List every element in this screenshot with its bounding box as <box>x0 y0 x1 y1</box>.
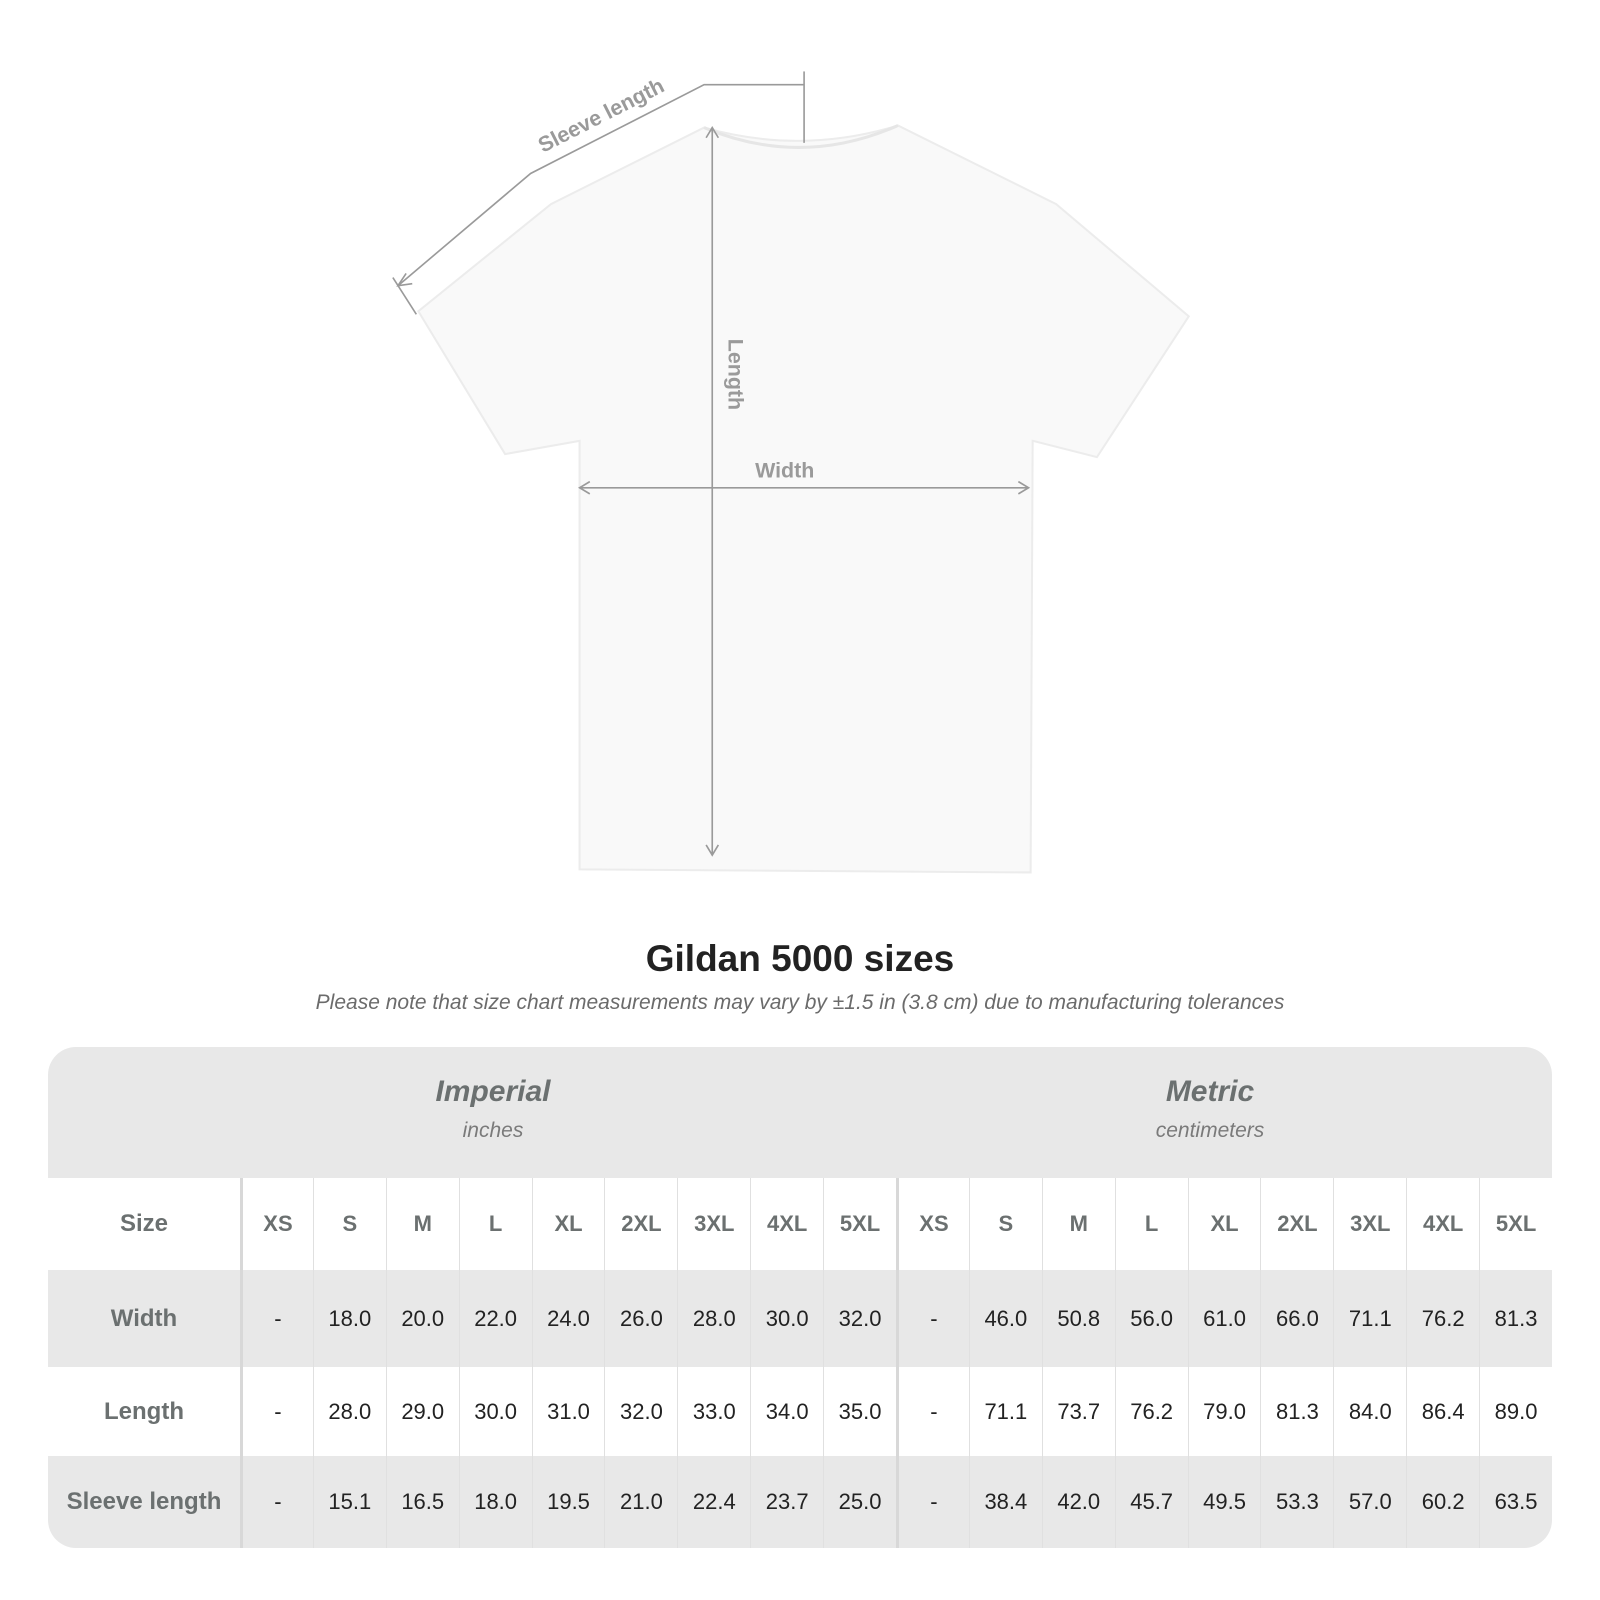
value-cell: 57.0 <box>1333 1456 1406 1548</box>
value-cell: 28.0 <box>677 1270 750 1367</box>
size-header-cell: 2XL <box>604 1178 677 1270</box>
value-cell: - <box>896 1456 969 1548</box>
value-cell: 46.0 <box>968 1270 1042 1367</box>
size-header-cell: 2XL <box>1260 1178 1333 1270</box>
value-cell: 20.0 <box>385 1270 459 1367</box>
size-header-cell: 4XL <box>1406 1178 1479 1270</box>
tshirt-shape <box>417 124 1191 874</box>
size-table: Imperial inches Metric centimeters Size X… <box>48 1047 1552 1548</box>
value-cell: 63.5 <box>1479 1456 1552 1548</box>
metric-title: Metric <box>1165 1075 1255 1108</box>
value-cell: 35.0 <box>823 1367 896 1456</box>
size-header-cell: L <box>1114 1178 1188 1270</box>
value-cell: 33.0 <box>677 1367 750 1456</box>
row-label: Sleeve length <box>66 1488 222 1515</box>
value-cell: 60.2 <box>1406 1456 1479 1548</box>
size-header-cell: XS <box>240 1178 313 1270</box>
value-cell: 16.5 <box>385 1456 459 1548</box>
size-header-cell: S <box>312 1178 386 1270</box>
value-cell: 71.1 <box>968 1367 1042 1456</box>
value-cell: 38.4 <box>968 1456 1042 1548</box>
size-header-cell: M <box>385 1178 459 1270</box>
value-cell: 23.7 <box>750 1456 823 1548</box>
value-cell: 86.4 <box>1406 1367 1479 1456</box>
value-cell: 89.0 <box>1479 1367 1552 1456</box>
value-cell: 26.0 <box>604 1270 677 1367</box>
value-cell: 73.7 <box>1041 1367 1115 1456</box>
row-label: Size <box>119 1210 169 1237</box>
value-cell: 21.0 <box>604 1456 677 1548</box>
value-cell: - <box>240 1456 313 1548</box>
value-cell: 49.5 <box>1187 1456 1261 1548</box>
value-cell: 50.8 <box>1041 1270 1115 1367</box>
value-cell: 66.0 <box>1260 1270 1333 1367</box>
tolerance-note: Please note that size chart measurements… <box>315 991 1285 1014</box>
table-row: Width -18.0 20.0 22.0 24.0 26.0 28.0 30.0 32.0-4… <box>48 1270 1552 1367</box>
value-cell: 81.3 <box>1260 1367 1333 1456</box>
length-label: Length <box>724 339 748 410</box>
value-cell: 29.0 <box>385 1367 459 1456</box>
value-cell: 25.0 <box>823 1456 896 1548</box>
value-cell: 76.2 <box>1114 1367 1188 1456</box>
page-title: Gildan 5000 sizes <box>645 938 955 979</box>
table-row: Length -28.0 29.0 30.0 31.0 32.0 33.0 34.0 35.0-… <box>48 1367 1552 1456</box>
value-cell: - <box>896 1270 969 1367</box>
value-cell: 15.1 <box>312 1456 386 1548</box>
value-cell: 79.0 <box>1187 1367 1261 1456</box>
value-cell: 42.0 <box>1041 1456 1115 1548</box>
width-label: Width <box>755 459 814 483</box>
value-cell: 71.1 <box>1333 1270 1406 1367</box>
metric-unit: centimeters <box>1155 1119 1265 1142</box>
sleeve-label: Sleeve length <box>534 73 668 157</box>
size-header-cell: 5XL <box>823 1178 896 1270</box>
metric-header: Metric centimeters <box>910 1075 1510 1143</box>
size-header-cell: M <box>1041 1178 1115 1270</box>
value-cell: 19.5 <box>531 1456 605 1548</box>
value-cell: 32.0 <box>823 1270 896 1367</box>
value-cell: - <box>896 1367 969 1456</box>
value-cell: 56.0 <box>1114 1270 1188 1367</box>
value-cell: 32.0 <box>604 1367 677 1456</box>
size-header-cell: XS <box>896 1178 969 1270</box>
value-cell: - <box>240 1270 313 1367</box>
row-label: Width <box>110 1304 178 1332</box>
value-cell: 30.0 <box>750 1270 823 1367</box>
size-header-row: Size XS S M L XL 2XL 3XL 4XL 5XL XS S M L XL 2XL 3XL 4XL 5… <box>48 1178 1552 1270</box>
size-header-cell: 3XL <box>1333 1178 1406 1270</box>
size-header-cell: XL <box>1187 1178 1261 1270</box>
size-header-cell: L <box>458 1178 532 1270</box>
value-cell: 22.4 <box>677 1456 750 1548</box>
value-cell: 18.0 <box>312 1270 386 1367</box>
imperial-unit: inches <box>462 1119 524 1142</box>
size-header-cell: S <box>968 1178 1042 1270</box>
value-cell: - <box>240 1367 313 1456</box>
value-cell: 18.0 <box>458 1456 532 1548</box>
value-cell: 31.0 <box>531 1367 605 1456</box>
imperial-header: Imperial inches <box>193 1075 793 1143</box>
value-cell: 34.0 <box>750 1367 823 1456</box>
imperial-title: Imperial <box>435 1075 551 1108</box>
tshirt-diagram: Sleeve length Length Width <box>392 71 1191 874</box>
size-header-cell: 4XL <box>750 1178 823 1270</box>
value-cell: 53.3 <box>1260 1456 1333 1548</box>
table-row: Sleeve length -15.1 16.5 18.0 19.5 21.0 22.4 23… <box>48 1456 1552 1548</box>
value-cell: 76.2 <box>1406 1270 1479 1367</box>
size-header-cell: XL <box>531 1178 605 1270</box>
sleeve-measure-line <box>397 83 805 287</box>
value-cell: 45.7 <box>1114 1456 1188 1548</box>
value-cell: 22.0 <box>458 1270 532 1367</box>
value-cell: 28.0 <box>312 1367 386 1456</box>
size-header-cell: 3XL <box>677 1178 750 1270</box>
table-header-band: Imperial inches Metric centimeters <box>48 1047 1552 1178</box>
value-cell: 84.0 <box>1333 1367 1406 1456</box>
value-cell: 81.3 <box>1479 1270 1552 1367</box>
value-cell: 30.0 <box>458 1367 532 1456</box>
row-label: Length <box>104 1397 184 1425</box>
value-cell: 61.0 <box>1187 1270 1261 1367</box>
value-cell: 24.0 <box>531 1270 605 1367</box>
size-header-cell: 5XL <box>1479 1178 1552 1270</box>
